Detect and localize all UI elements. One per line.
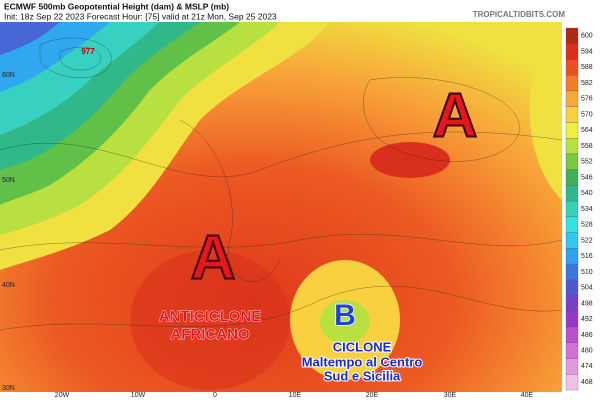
low-pressure-label: 977	[81, 47, 95, 56]
anticyclone-label: AFRICANO	[170, 326, 249, 343]
colorbar-label: 486	[581, 332, 593, 339]
colorbar-label: 600	[581, 33, 593, 40]
colorbar-label: 510	[581, 269, 593, 276]
colorbar-label: 564	[581, 127, 593, 134]
colorbar-swatch	[565, 263, 579, 280]
latitude-label: 40N	[2, 282, 15, 289]
colorbar-label: 516	[581, 253, 593, 260]
colorbar-label: 588	[581, 64, 593, 71]
longitude-label: 20W	[55, 392, 70, 399]
colorbar-label: 540	[581, 190, 593, 197]
longitude-label: 20E	[366, 392, 379, 399]
colorbar-label: 534	[581, 206, 593, 213]
colorbar-label: 492	[581, 316, 593, 323]
colorbar-label: 528	[581, 222, 593, 229]
isobar	[0, 131, 563, 178]
map	[0, 22, 563, 392]
colorbar-label: 582	[581, 80, 593, 87]
longitude-label: 40E	[521, 392, 534, 399]
cyclone-label: Sud e Sicilia	[324, 368, 401, 383]
anticyclone-label: ANTICICLONE	[159, 308, 262, 325]
height-band	[130, 250, 290, 390]
colorbar-label: 498	[581, 300, 593, 307]
latitude-label: 50N	[2, 177, 15, 184]
source: TROPICALTIDBITS.COM	[473, 10, 566, 19]
colorbar-swatch	[565, 43, 579, 60]
colorbar-swatch	[565, 75, 579, 92]
high-marker: A	[191, 223, 236, 292]
longitude-label: 0	[213, 392, 217, 399]
latitude-label: 30N	[2, 385, 15, 392]
colorbar-label: 480	[581, 347, 593, 354]
subtitle: Init: 18z Sep 22 2023 Forecast Hour: [75…	[4, 11, 277, 21]
colorbar-swatch	[565, 122, 579, 139]
longitude-labels: 20W 10W 0 10E 20E 30E 40E	[55, 392, 534, 399]
colorbar-swatch	[565, 311, 579, 328]
cyclone-label: Maltempo al Centro	[302, 354, 423, 369]
height-band	[0, 22, 60, 55]
colorbar-swatch	[565, 200, 579, 218]
cyclone-label: CICLONE	[333, 339, 392, 354]
colorbar-swatch	[565, 27, 579, 44]
colorbar-label: 468	[581, 379, 593, 386]
colorbar-swatch	[565, 169, 579, 186]
longitude-label: 10W	[131, 392, 146, 399]
isobar	[0, 234, 563, 251]
longitude-label: 10E	[289, 392, 302, 399]
colorbar-label: 546	[581, 174, 593, 181]
low-marker: B	[334, 299, 356, 332]
colorbar-label: 576	[581, 96, 593, 103]
colorbar-swatch	[565, 232, 579, 249]
colorbar-swatch	[565, 59, 579, 76]
colorbar-swatch	[565, 326, 579, 343]
colorbar-swatch	[565, 138, 579, 155]
colorbar: 600 594 588 582 576 570 564 558 552 546 540 534 528 5…	[562, 22, 600, 400]
colorbar-swatch	[565, 90, 579, 107]
colorbar-swatch	[565, 153, 579, 170]
height-band	[370, 142, 450, 178]
isobar	[39, 37, 112, 78]
title: ECMWF 500mb Geopotential Height (dam) & …	[4, 1, 229, 11]
colorbar-swatch	[565, 185, 579, 202]
colorbar-label: 594	[581, 48, 593, 55]
height-band	[529, 22, 562, 200]
colorbar-label: 570	[581, 111, 593, 118]
latitude-labels: 60N 50N 40N 30N	[2, 72, 15, 392]
colorbar-swatch	[565, 248, 579, 265]
colorbar-swatch	[565, 374, 579, 391]
colorbar-swatch	[565, 279, 579, 296]
colorbar-label: 522	[581, 237, 593, 244]
isobar	[0, 285, 563, 331]
isobar	[363, 77, 521, 162]
colorbar-swatch	[565, 216, 579, 233]
high-marker: A	[433, 81, 478, 150]
colorbar-swatch	[565, 342, 579, 359]
longitude-label: 30E	[444, 392, 457, 399]
colorbar-label: 552	[581, 159, 593, 166]
colorbar-swatch	[565, 295, 579, 312]
height-band	[320, 300, 370, 344]
colorbar-swatch	[565, 358, 579, 375]
colorbar-label: 504	[581, 285, 593, 292]
colorbar-swatch	[565, 106, 579, 123]
colorbar-label: 558	[581, 143, 593, 150]
latitude-label: 60N	[2, 72, 15, 79]
colorbar-label: 474	[581, 363, 593, 370]
header-bar	[0, 0, 600, 22]
